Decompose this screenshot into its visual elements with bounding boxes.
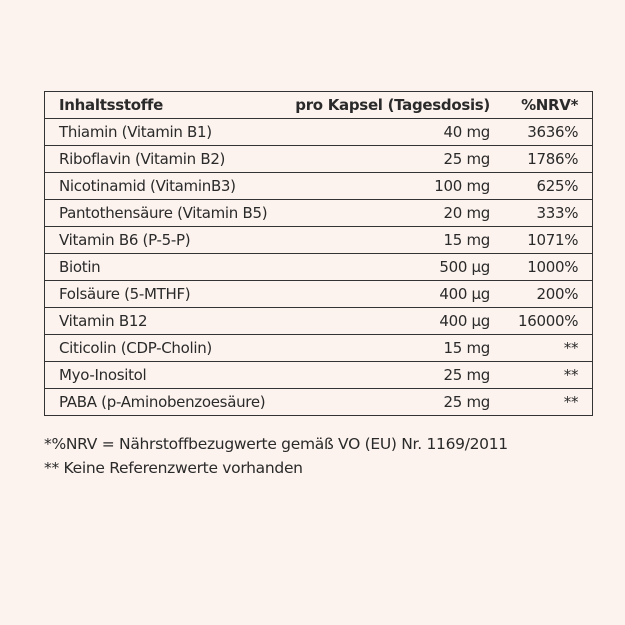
nrv-cell: 200% (504, 280, 593, 308)
table-header-row: Inhaltsstoffe pro Kapsel (Tagesdosis) %N… (44, 91, 593, 119)
ingredient-cell: PABA (p-Aminobenzoesäure) (44, 388, 282, 416)
ingredient-cell: Vitamin B12 (44, 307, 282, 335)
table-row: Vitamin B6 (P-5-P) 15 mg 1071% (44, 226, 593, 254)
nrv-cell: 1071% (504, 226, 593, 254)
nrv-cell: ** (504, 388, 593, 416)
table-row: Biotin 500 µg 1000% (44, 253, 593, 281)
header-per-capsule: pro Kapsel (Tagesdosis) (281, 91, 504, 119)
nrv-cell: 3636% (504, 118, 593, 146)
amount-cell: 20 mg (281, 199, 504, 227)
ingredient-cell: Riboflavin (Vitamin B2) (44, 145, 282, 173)
nrv-cell: 1000% (504, 253, 593, 281)
table-row: Folsäure (5-MTHF) 400 µg 200% (44, 280, 593, 308)
table-row: Vitamin B12 400 µg 16000% (44, 307, 593, 335)
footnote-no-reference: ** Keine Referenzwerte vorhanden (44, 459, 303, 477)
amount-cell: 100 mg (281, 172, 504, 200)
ingredient-cell: Folsäure (5-MTHF) (44, 280, 282, 308)
ingredient-cell: Thiamin (Vitamin B1) (44, 118, 282, 146)
header-ingredients: Inhaltsstoffe (44, 91, 282, 119)
header-nrv: %NRV* (504, 91, 593, 119)
ingredient-cell: Pantothensäure (Vitamin B5) (44, 199, 282, 227)
table-row: PABA (p-Aminobenzoesäure) 25 mg ** (44, 388, 593, 416)
footnotes: *%NRV = Nährstoffbezugwerte gemäß VO (EU… (44, 432, 508, 480)
nrv-cell: ** (504, 361, 593, 389)
table-row: Thiamin (Vitamin B1) 40 mg 3636% (44, 118, 593, 146)
amount-cell: 15 mg (281, 334, 504, 362)
nrv-cell: 16000% (504, 307, 593, 335)
nrv-cell: 1786% (504, 145, 593, 173)
table-row: Riboflavin (Vitamin B2) 25 mg 1786% (44, 145, 593, 173)
amount-cell: 25 mg (281, 145, 504, 173)
ingredient-cell: Vitamin B6 (P-5-P) (44, 226, 282, 254)
ingredient-cell: Myo-Inositol (44, 361, 282, 389)
amount-cell: 400 µg (281, 307, 504, 335)
footnote-nrv: *%NRV = Nährstoffbezugwerte gemäß VO (EU… (44, 435, 508, 453)
amount-cell: 25 mg (281, 361, 504, 389)
amount-cell: 500 µg (281, 253, 504, 281)
amount-cell: 40 mg (281, 118, 504, 146)
table-row: Nicotinamid (VitaminB3) 100 mg 625% (44, 172, 593, 200)
table-row: Citicolin (CDP-Cholin) 15 mg ** (44, 334, 593, 362)
amount-cell: 25 mg (281, 388, 504, 416)
nrv-cell: 625% (504, 172, 593, 200)
nrv-cell: 333% (504, 199, 593, 227)
nutrient-table: Inhaltsstoffe pro Kapsel (Tagesdosis) %N… (44, 91, 594, 416)
amount-cell: 400 µg (281, 280, 504, 308)
ingredient-cell: Citicolin (CDP-Cholin) (44, 334, 282, 362)
table-row: Myo-Inositol 25 mg ** (44, 361, 593, 389)
table-row: Pantothensäure (Vitamin B5) 20 mg 333% (44, 199, 593, 227)
ingredient-cell: Biotin (44, 253, 282, 281)
nrv-cell: ** (504, 334, 593, 362)
ingredient-cell: Nicotinamid (VitaminB3) (44, 172, 282, 200)
amount-cell: 15 mg (281, 226, 504, 254)
